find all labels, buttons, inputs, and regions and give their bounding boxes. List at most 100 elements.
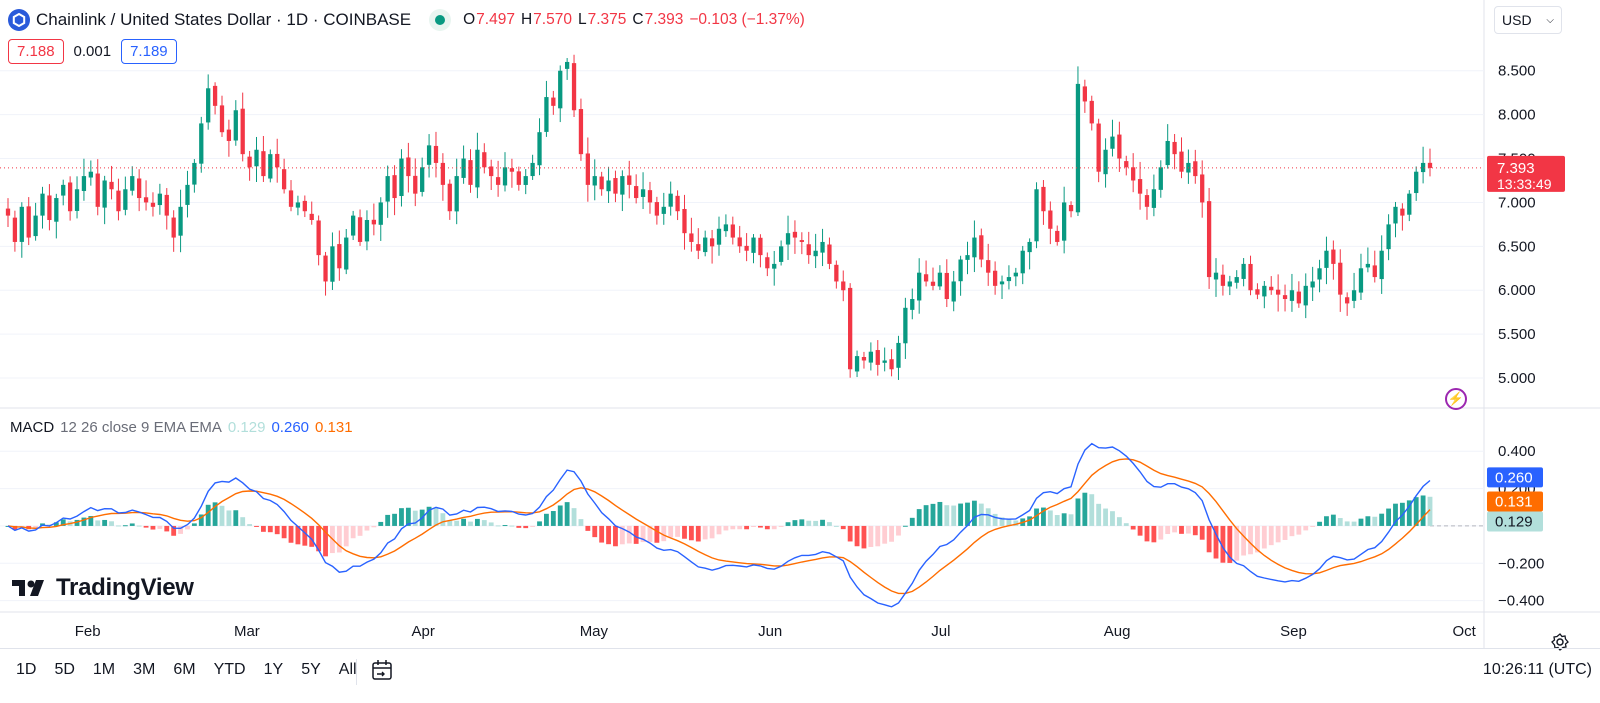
settings-gear-icon[interactable] <box>1550 632 1570 657</box>
candle-body <box>972 237 977 258</box>
candle-body <box>592 176 597 186</box>
candle-body <box>530 162 535 177</box>
macd-name: MACD <box>10 419 55 436</box>
macd-histogram-bar <box>364 525 370 531</box>
macd-histogram-bar <box>1275 525 1281 543</box>
candle-body <box>1262 285 1267 297</box>
macd-histogram-bar <box>557 505 563 526</box>
candle-body <box>1365 263 1371 268</box>
macd-histogram-bar <box>730 525 736 530</box>
candle-body <box>778 246 784 262</box>
candle-body <box>813 250 818 257</box>
candle-body <box>440 162 446 185</box>
macd-histogram-bar <box>102 519 108 526</box>
candle-body <box>965 255 970 260</box>
candle-body <box>958 259 963 282</box>
candle-body <box>923 274 929 282</box>
candle-body <box>772 263 777 269</box>
macd-histogram-bar <box>937 501 943 526</box>
candle-body <box>1289 290 1295 301</box>
candle-body <box>74 189 80 211</box>
macd-histogram-bar <box>440 513 446 526</box>
calendar-goto-icon[interactable] <box>370 658 394 687</box>
candle-body <box>606 180 611 192</box>
macd-histogram-bar <box>385 514 391 526</box>
candle-body <box>1075 83 1081 213</box>
candle-body <box>1234 277 1239 283</box>
macd-histogram-bar <box>944 505 950 526</box>
low-value: 7.375 <box>587 11 627 28</box>
macd-tick-label: −0.400 <box>1498 593 1544 610</box>
candle-body <box>351 215 356 236</box>
range-ytd[interactable]: YTD <box>213 661 246 678</box>
macd-histogram-bar <box>654 525 660 543</box>
candle-body <box>67 182 73 212</box>
buy-price-button[interactable]: 7.189 <box>121 39 177 64</box>
candle-body <box>420 167 425 192</box>
range-1m[interactable]: 1M <box>92 661 116 678</box>
grid-lines <box>0 0 1600 648</box>
candle-body <box>102 180 107 208</box>
macd-histogram-bar <box>316 525 322 552</box>
range-6m[interactable]: 6M <box>173 661 196 678</box>
range-all[interactable]: All <box>338 661 357 678</box>
candle-body <box>986 260 991 273</box>
sell-price-button[interactable]: 7.188 <box>8 39 64 64</box>
candle-body <box>1082 86 1087 102</box>
currency-select[interactable]: USD ⌵ <box>1494 6 1562 34</box>
macd-histogram-bar <box>1041 507 1046 526</box>
macd-histogram-bar <box>198 514 204 526</box>
candle-body <box>40 193 45 216</box>
range-5y[interactable]: 5Y <box>301 661 321 678</box>
macd-histogram-bar <box>640 525 646 543</box>
candle-body <box>1144 195 1150 207</box>
macd-histogram-bar <box>502 525 508 527</box>
macd-histogram-bar <box>53 522 59 526</box>
macd-histogram-bar <box>882 525 888 544</box>
candle-body <box>1386 224 1391 250</box>
candle-body <box>613 178 618 194</box>
macd-histogram-bar <box>833 525 839 527</box>
range-5d[interactable]: 5D <box>54 661 75 678</box>
macd-legend[interactable]: MACD 12 26 close 9 EMA EMA 0.129 0.260 0… <box>10 419 353 436</box>
candle-body <box>730 224 735 238</box>
range-1d[interactable]: 1D <box>16 661 37 678</box>
time-tick-label: Aug <box>1104 623 1131 640</box>
macd-histogram-bar <box>1192 525 1198 536</box>
macd-histogram-bar <box>164 525 170 532</box>
open-value: 7.497 <box>476 11 515 28</box>
macd-histogram-bar <box>240 517 246 526</box>
tradingview-logo-icon <box>12 580 44 596</box>
tradingview-logo[interactable]: TradingView <box>12 574 194 602</box>
candle-body <box>716 228 722 245</box>
candle-body <box>992 270 998 286</box>
chart-canvas[interactable]: 8.5008.0007.5007.0006.5006.0005.5005.000… <box>0 0 1600 648</box>
symbol-title[interactable]: Chainlink / United States Dollar · 1D · … <box>36 10 412 29</box>
candle-body <box>399 158 404 197</box>
market-status-icon[interactable] <box>429 9 452 31</box>
candle-body <box>5 208 11 216</box>
range-1y[interactable]: 1Y <box>263 661 284 678</box>
price-candles <box>0 54 1484 380</box>
macd-histogram-bar <box>1054 515 1060 526</box>
macd-histogram-bar <box>60 519 66 526</box>
macd-histogram-bar <box>647 525 653 542</box>
macd-histogram-bar <box>688 525 694 541</box>
candle-body <box>143 197 149 203</box>
candle-body <box>806 244 811 256</box>
candle-body <box>1213 272 1219 280</box>
candle-body <box>254 149 259 167</box>
candle-body <box>1296 291 1301 304</box>
range-selector: 1D 5D 1M 3M 6M YTD 1Y 5Y All <box>16 661 375 679</box>
utc-clock[interactable]: 10:26:11 (UTC) <box>1482 661 1592 678</box>
candle-body <box>1110 136 1115 149</box>
candle-body <box>930 281 936 286</box>
candle-body <box>1137 179 1143 194</box>
lightning-icon[interactable]: ⚡ <box>1445 388 1467 410</box>
candle-body <box>1151 189 1157 208</box>
macd-value-badge-label: 0.260 <box>1495 469 1533 486</box>
macd-histogram-bar <box>233 510 239 526</box>
range-3m[interactable]: 3M <box>133 661 156 678</box>
macd-histogram-bar <box>716 525 722 535</box>
countdown-label: 13:33:49 <box>1497 176 1552 192</box>
